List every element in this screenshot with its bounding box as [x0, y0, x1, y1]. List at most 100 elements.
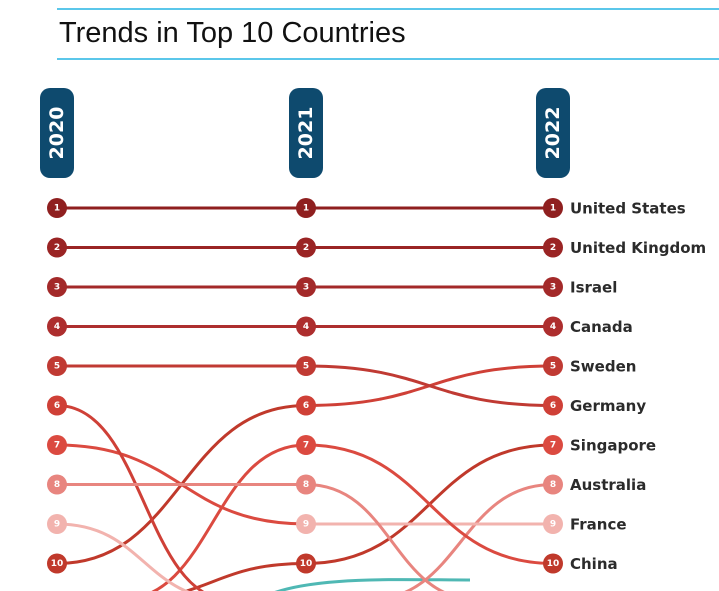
rank-node-circle-2022-7: [543, 435, 563, 455]
rank-node-circle-2020-10: [47, 553, 67, 574]
year-badges: 2020 2021 2022: [40, 88, 570, 178]
rank-node-label-2022-5: 5: [550, 362, 556, 372]
rank-node-label-2021-9: 9: [303, 520, 309, 530]
rank-node-circle-2020-6: [47, 395, 67, 416]
rank-node-label-2020-3: 3: [54, 283, 60, 293]
rank-node-label-2020-8: 8: [54, 480, 60, 490]
rank-node-2022-1: 1: [543, 198, 563, 218]
series-line-series-12-0: [55, 522, 190, 591]
rank-node-label-2022-7: 7: [550, 441, 556, 451]
rank-node-2020-10: 10: [47, 553, 67, 574]
rank-node-circle-2022-9: [543, 514, 563, 534]
country-label-france: France: [570, 516, 627, 534]
rank-node-label-2021-10: 10: [300, 559, 313, 569]
country-label-singapore: Singapore: [570, 437, 656, 455]
rank-node-circle-2021-1: [296, 198, 316, 218]
rank-node-circle-2021-5: [296, 356, 316, 376]
rank-node-label-2022-8: 8: [550, 480, 556, 490]
country-label-sweden: Sweden: [570, 358, 636, 376]
rank-node-2020-9: 9: [47, 514, 67, 534]
year-badge-bg-2022: [536, 88, 570, 178]
rank-node-2021-6: 6: [296, 395, 316, 416]
rank-node-2020-3: 3: [47, 277, 67, 297]
rank-node-2021-2: 2: [296, 237, 316, 258]
rank-node-2021-10: 10: [296, 553, 316, 574]
country-label-canada: Canada: [570, 318, 633, 336]
rank-node-circle-2021-4: [296, 316, 316, 337]
rank-node-2020-1: 1: [47, 198, 67, 218]
rank-node-label-2022-3: 3: [550, 283, 556, 293]
rank-node-label-2021-2: 2: [303, 243, 309, 253]
rank-node-circle-2020-3: [47, 277, 67, 297]
rank-node-label-2022-1: 1: [550, 204, 556, 214]
rank-node-circle-2020-9: [47, 514, 67, 534]
rank-node-circle-2021-6: [296, 395, 316, 416]
year-badge-2020: 2020: [40, 88, 74, 178]
rank-node-label-2020-4: 4: [54, 322, 60, 332]
rank-node-2021-8: 8: [296, 474, 316, 495]
series-line-offscreen-teal: [274, 578, 471, 591]
year-badge-2022: 2022: [536, 88, 570, 178]
rank-node-label-2021-5: 5: [303, 362, 309, 372]
rank-node-2021-1: 1: [296, 198, 316, 218]
rank-node-circle-2021-3: [296, 277, 316, 297]
rank-node-circle-2021-9: [296, 514, 316, 534]
rank-node-circle-2022-5: [543, 356, 563, 376]
rank-node-label-2022-9: 9: [550, 520, 556, 530]
year-label-2020: 2020: [46, 107, 68, 160]
year-label-2022: 2022: [542, 107, 564, 160]
series-line-china-0: [151, 443, 308, 591]
rank-node-circle-2020-4: [47, 316, 67, 337]
rank-node-2021-5: 5: [296, 356, 316, 376]
rank-node-2022-7: 7: [543, 435, 563, 455]
year-label-2021: 2021: [295, 107, 317, 160]
rank-node-2022-8: 8: [543, 474, 563, 495]
rank-node-2020-5: 5: [47, 356, 67, 376]
country-label-china: China: [570, 555, 618, 573]
rank-node-2022-2: 2: [543, 237, 563, 258]
rank-node-label-2021-6: 6: [303, 401, 309, 411]
series-line-series-11-1: [304, 483, 446, 591]
rank-node-circle-2021-10: [296, 553, 316, 574]
rank-node-circle-2022-2: [543, 237, 563, 258]
rank-node-circle-2022-4: [543, 316, 563, 337]
rank-node-label-2020-5: 5: [54, 362, 60, 372]
rank-node-circle-2022-8: [543, 474, 563, 495]
rank-node-2020-6: 6: [47, 395, 67, 416]
rank-node-2021-7: 7: [296, 435, 316, 455]
rank-node-2022-4: 4: [543, 316, 563, 337]
rank-node-2021-4: 4: [296, 316, 316, 337]
rank-node-circle-2021-7: [296, 435, 316, 455]
rank-node-label-2022-6: 6: [550, 401, 556, 411]
rank-node-label-2021-4: 4: [303, 322, 309, 332]
country-label-australia: Australia: [570, 476, 646, 494]
year-badge-bg-2020: [40, 88, 74, 178]
title-bar: Trends in Top 10 Countries: [57, 8, 719, 60]
rank-node-2022-10: 10: [543, 553, 563, 574]
country-label-united-kingdom: United Kingdom: [570, 239, 706, 257]
rank-node-label-2020-7: 7: [54, 441, 60, 451]
country-labels: United States United Kingdom Israel Canada S…: [570, 200, 706, 574]
rank-nodes: 1 2 3 4 5 6 7 8 9 10 1 2 3 4 5 6 7 8 9 10 1 2 3 4 5 6 7 8 9 10: [47, 198, 563, 574]
rank-node-2022-9: 9: [543, 514, 563, 534]
rank-node-circle-2020-8: [47, 474, 67, 495]
rank-node-label-2021-8: 8: [303, 480, 309, 490]
rank-node-label-2020-1: 1: [54, 204, 60, 214]
rank-node-2020-2: 2: [47, 237, 67, 258]
rank-node-circle-2022-6: [543, 395, 563, 416]
rank-node-circle-2021-2: [296, 237, 316, 258]
series-line-singapore-0: [181, 562, 308, 591]
series-line-series-10-0: [55, 404, 205, 591]
year-badge-bg-2021: [289, 88, 323, 178]
rank-node-label-2021-1: 1: [303, 204, 309, 214]
rank-node-label-2022-2: 2: [550, 243, 556, 253]
rank-node-label-2020-6: 6: [54, 401, 60, 411]
rank-node-2022-5: 5: [543, 356, 563, 376]
series-line-china-1: [304, 443, 555, 565]
rank-node-2021-9: 9: [296, 514, 316, 534]
rank-node-2022-3: 3: [543, 277, 563, 297]
rank-node-label-2021-7: 7: [303, 441, 309, 451]
rank-node-circle-2020-2: [47, 237, 67, 258]
rank-node-label-2020-2: 2: [54, 243, 60, 253]
